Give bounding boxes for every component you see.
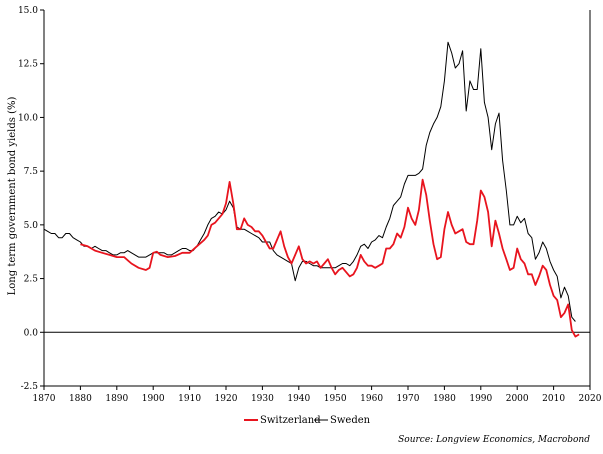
legend-label-sweden: Sweden	[330, 415, 371, 426]
y-axis-label: Long term government bond yields (%)	[7, 97, 18, 296]
y-tick-label: 12.5	[18, 60, 38, 70]
x-tick-label: 1940	[287, 394, 310, 404]
x-tick-label: 1960	[360, 394, 383, 404]
y-tick-label: 10.0	[18, 113, 38, 123]
x-tick-label: 1880	[69, 394, 92, 404]
plot-layer: -2.5 0.0 2.5 5.0 7.5 10.0 12.5 15.0 1870 1880 1890…	[18, 6, 602, 404]
y-tick-label: 2.5	[24, 275, 39, 285]
series-line-sweden	[43, 41, 576, 322]
y-tick-label: -2.5	[21, 382, 39, 392]
series-line-switzerland	[80, 178, 580, 338]
x-tick-label: 2010	[542, 394, 565, 404]
x-tick-label: 1870	[33, 394, 56, 404]
x-tick-label: 1890	[105, 394, 128, 404]
y-tick-label: 7.5	[24, 167, 39, 177]
x-tick-label: 1970	[397, 394, 420, 404]
x-tick-label: 1920	[215, 394, 238, 404]
y-tick-label: 15.0	[18, 6, 38, 16]
legend: Switzerland Sweden	[244, 415, 371, 426]
x-tick-label: 2020	[579, 394, 602, 404]
y-tick-label: 0.0	[24, 328, 39, 338]
legend-label-switzerland: Switzerland	[260, 415, 321, 426]
x-tick-label: 1990	[469, 394, 492, 404]
y-tick-label: 5.0	[24, 221, 39, 231]
x-tick-label: 1950	[324, 394, 347, 404]
x-tick-label: 2000	[506, 394, 529, 404]
x-tick-label: 1900	[142, 394, 165, 404]
x-tick-label: 1930	[251, 394, 274, 404]
source-note: Source: Longview Economics, Macrobond	[398, 435, 590, 445]
x-tick-label: 1980	[433, 394, 456, 404]
x-tick-label: 1910	[178, 394, 201, 404]
